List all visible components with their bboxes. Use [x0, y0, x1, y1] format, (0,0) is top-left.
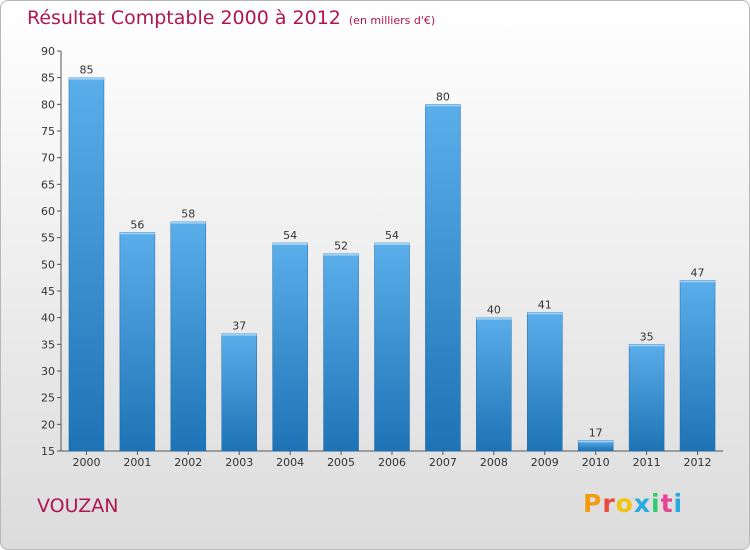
chart-title: Résultat Comptable 2000 à 2012 (en millie…	[27, 7, 435, 29]
x-tick-label: 2012	[684, 456, 712, 469]
y-tick-label: 45	[41, 285, 55, 298]
bar-highlight	[578, 440, 614, 443]
x-tick-label: 2011	[633, 456, 661, 469]
bar-value-label: 41	[538, 298, 552, 311]
y-tick-label: 30	[41, 365, 55, 378]
y-tick-label: 80	[41, 98, 55, 111]
bar	[374, 242, 410, 452]
x-tick-label: 2001	[123, 456, 151, 469]
bar-value-label: 85	[79, 64, 93, 77]
logo-letter: t	[660, 489, 674, 518]
y-tick-label: 65	[41, 178, 55, 191]
y-tick-label: 20	[41, 418, 55, 431]
logo-letter: i	[673, 489, 684, 518]
logo-letter: x	[633, 489, 651, 518]
bar-highlight	[221, 333, 257, 336]
bar	[679, 280, 716, 452]
bar	[476, 317, 512, 452]
x-tick-label: 2006	[378, 456, 406, 469]
proxiti-logo[interactable]: Proxiti	[583, 489, 683, 518]
title-unit: (en milliers d'€)	[348, 14, 436, 27]
bar-value-label: 17	[589, 426, 603, 439]
bar-highlight	[374, 243, 410, 245]
bar-value-label: 58	[181, 208, 195, 221]
bar	[323, 253, 359, 452]
x-tick-label: 2007	[429, 456, 457, 469]
bar-value-label: 54	[385, 229, 399, 242]
bar-value-label: 40	[487, 304, 501, 317]
bar-value-label: 80	[436, 90, 450, 103]
bar-value-label: 56	[130, 218, 144, 231]
bar-highlight	[68, 77, 104, 80]
bar-value-label: 35	[640, 330, 654, 343]
y-tick-label: 40	[41, 312, 55, 325]
x-tick-label: 2005	[327, 456, 355, 469]
x-tick-label: 2010	[582, 456, 610, 469]
logo-letter: P	[583, 489, 603, 518]
bar-highlight	[476, 317, 512, 320]
bar-value-label: 54	[283, 229, 297, 242]
bar	[170, 221, 207, 452]
bar-highlight	[272, 243, 308, 245]
bar	[272, 242, 308, 452]
bar	[628, 344, 665, 452]
bar-highlight	[629, 344, 665, 347]
logo-letter: r	[602, 489, 616, 518]
y-tick-label: 15	[41, 445, 55, 458]
bar-highlight	[119, 232, 155, 235]
x-tick-label: 2009	[531, 456, 559, 469]
title-main: Résultat Comptable 2000 à 2012	[27, 7, 341, 29]
x-tick-label: 2000	[72, 456, 100, 469]
x-tick-label: 2008	[480, 456, 508, 469]
commune-name: VOUZAN	[37, 495, 119, 517]
bar	[119, 232, 156, 452]
bar-value-label: 47	[691, 266, 705, 279]
y-tick-label: 70	[41, 152, 55, 165]
y-tick-label: 35	[41, 338, 55, 351]
bar-value-label: 37	[232, 320, 246, 333]
y-tick-label: 60	[41, 205, 55, 218]
y-tick-label: 55	[41, 232, 55, 245]
bar-highlight	[323, 253, 359, 256]
bar-highlight	[170, 221, 206, 224]
y-tick-label: 50	[41, 258, 55, 271]
bar-highlight	[527, 312, 563, 315]
x-tick-label: 2002	[174, 456, 202, 469]
y-tick-label: 85	[41, 72, 55, 85]
bar	[425, 104, 461, 452]
bar-value-label: 52	[334, 240, 348, 253]
y-tick-label: 90	[41, 45, 55, 58]
bar	[68, 77, 105, 452]
bar-highlight	[680, 280, 716, 283]
logo-letter: o	[615, 489, 634, 518]
bar-highlight	[425, 104, 461, 107]
bar	[527, 312, 563, 452]
bar	[221, 333, 257, 452]
y-tick-label: 75	[41, 125, 55, 138]
logo-letter: i	[651, 489, 661, 518]
y-tick-label: 25	[41, 392, 55, 405]
x-tick-label: 2004	[276, 456, 304, 469]
x-tick-label: 2003	[225, 456, 253, 469]
